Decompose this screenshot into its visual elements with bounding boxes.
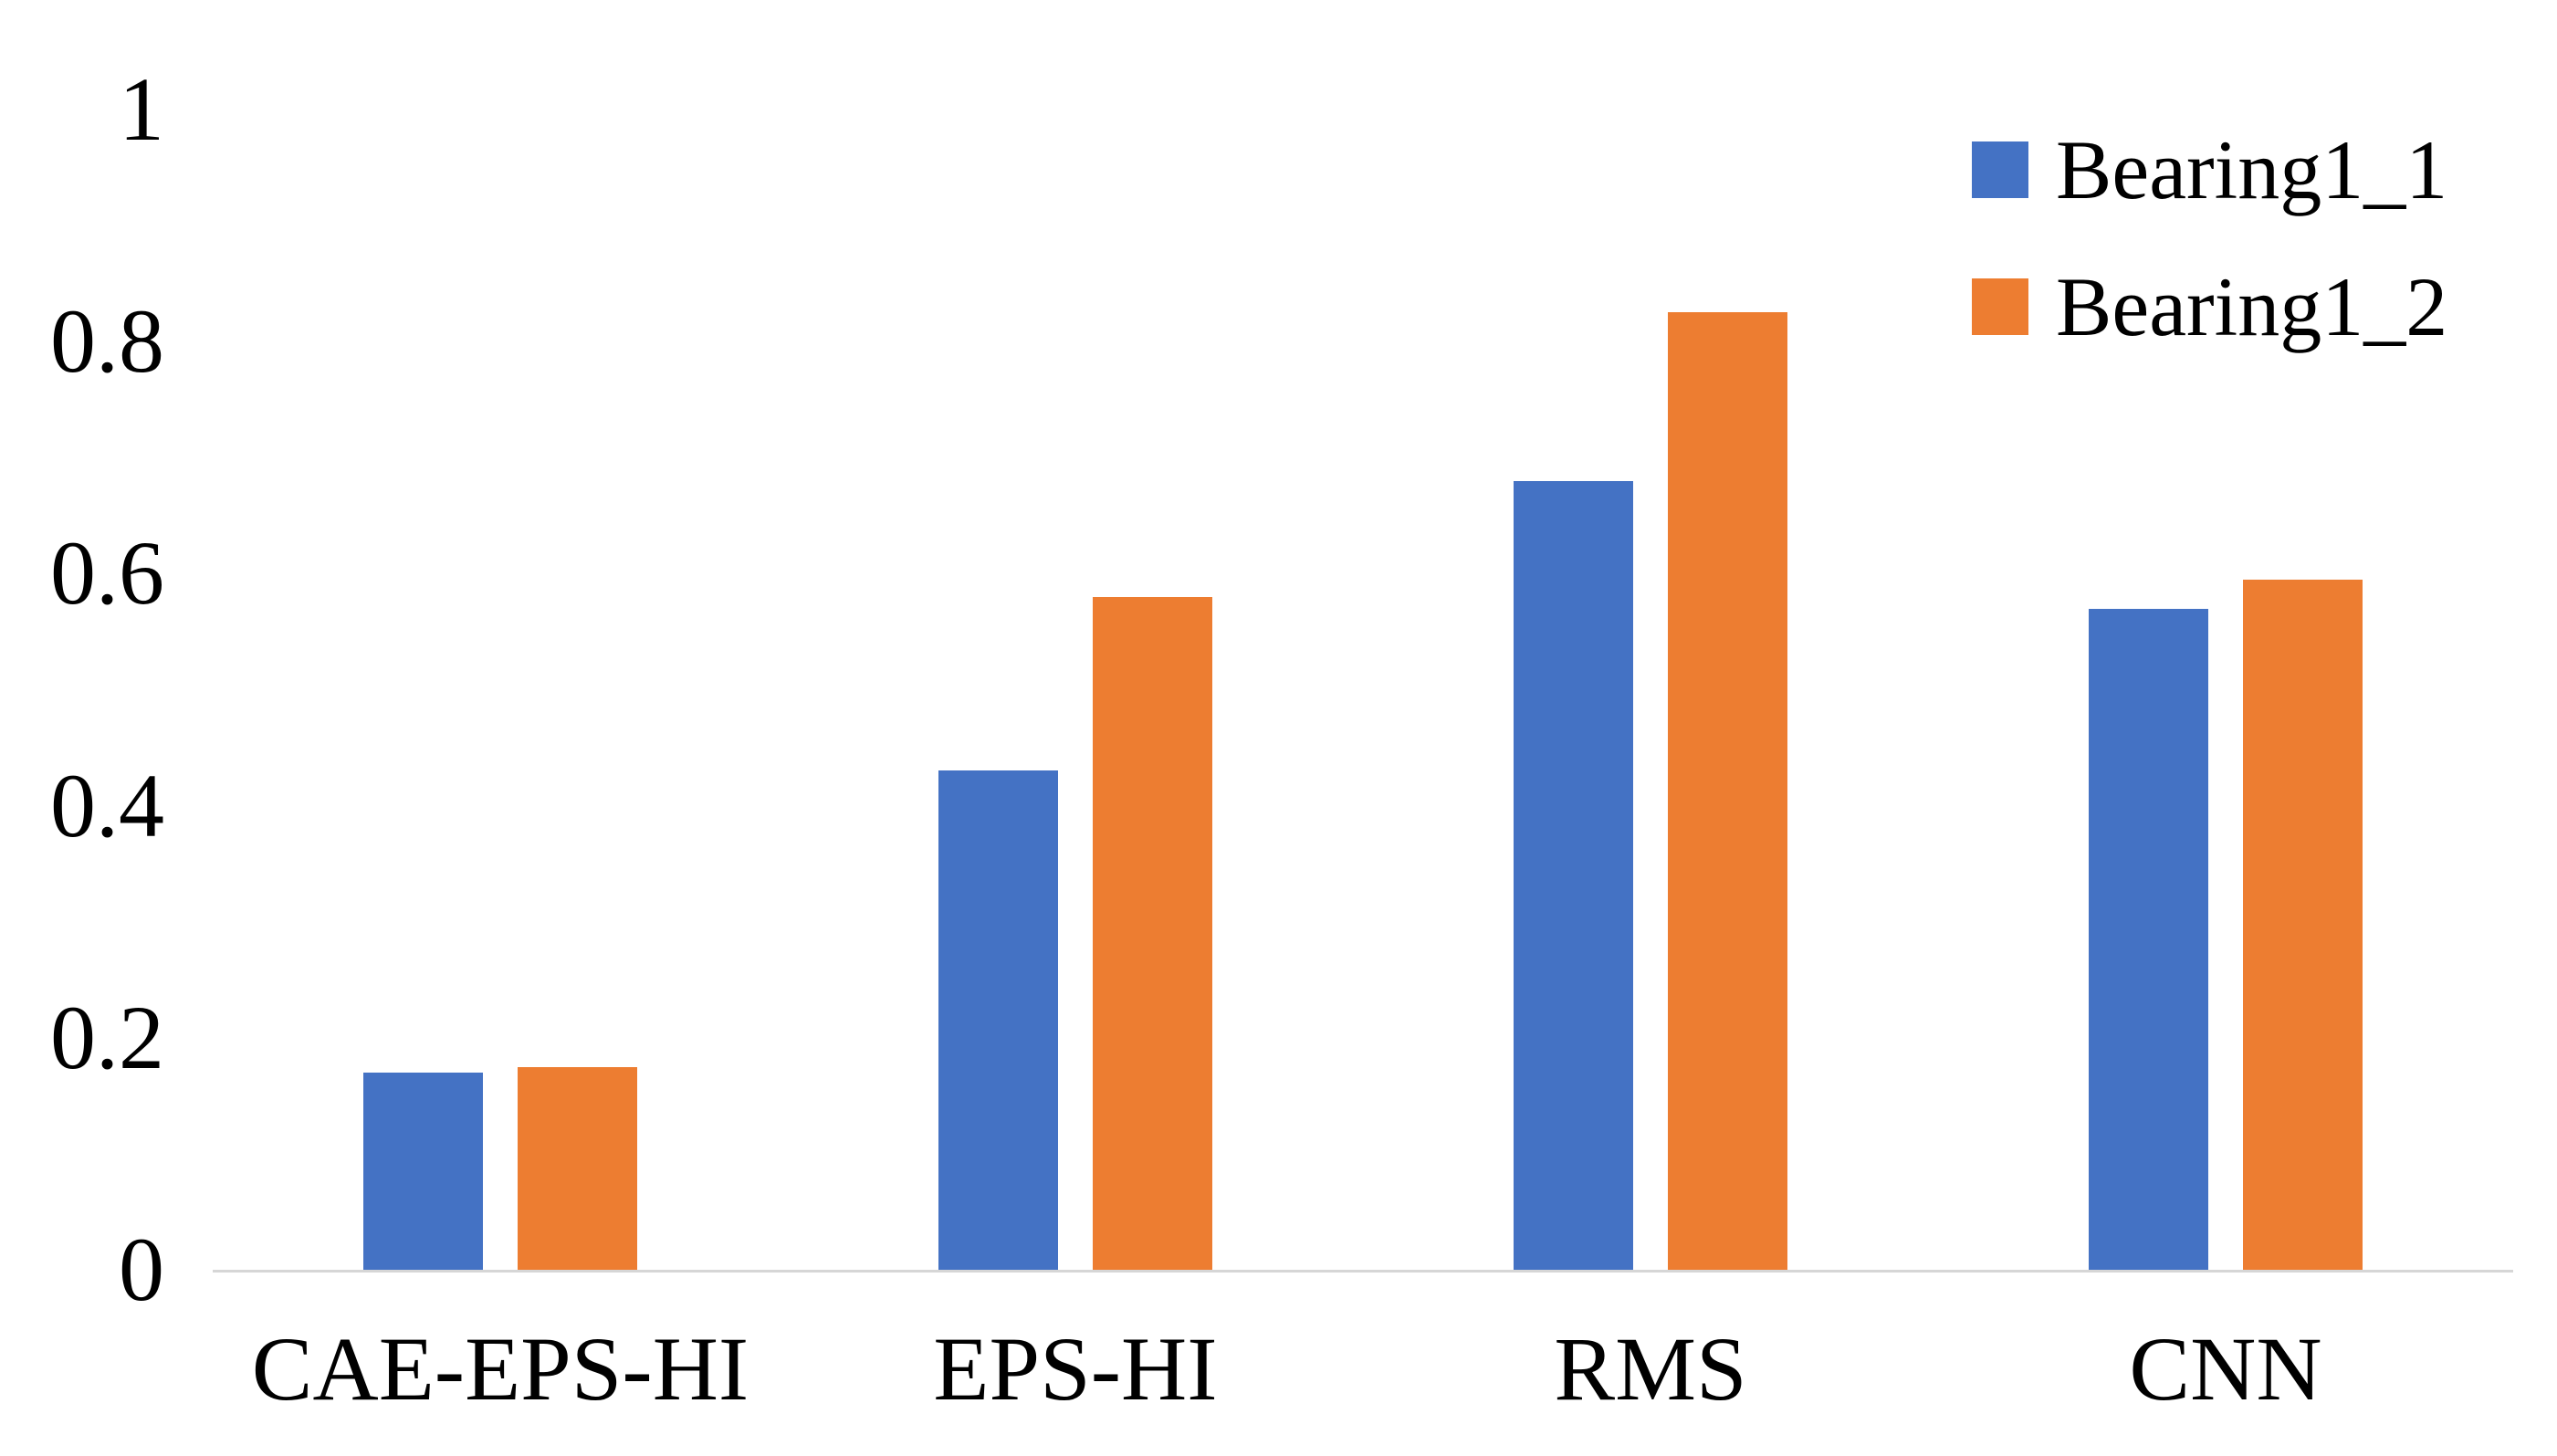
y-tick-label: 0.6 <box>50 522 164 624</box>
y-tick-label: 0.4 <box>50 754 164 856</box>
x-axis-line <box>213 1270 2513 1273</box>
bar-bearing1_1-cae-eps-hi <box>363 1073 483 1270</box>
bar-bearing1_2-cnn <box>2243 580 2363 1270</box>
legend-item: Bearing1_1 <box>1972 120 2447 220</box>
bar-bearing1_1-eps-hi <box>938 770 1058 1270</box>
x-category-label: RMS <box>1554 1318 1747 1419</box>
legend-item: Bearing1_2 <box>1972 257 2447 357</box>
legend-swatch-bearing1_2 <box>1972 278 2028 335</box>
y-tick-label: 0.8 <box>50 290 164 393</box>
bar-bearing1_2-rms <box>1668 312 1787 1270</box>
bar-bearing1_1-cnn <box>2089 609 2208 1270</box>
bar-bearing1_1-rms <box>1514 481 1633 1270</box>
x-category-label: CNN <box>2129 1318 2322 1419</box>
x-category-label: EPS-HI <box>933 1318 1218 1419</box>
bar-bearing1_2-eps-hi <box>1093 597 1212 1270</box>
legend-swatch-bearing1_1 <box>1972 141 2028 198</box>
bar-bearing1_2-cae-eps-hi <box>518 1067 637 1270</box>
legend-label: Bearing1_1 <box>2056 123 2448 216</box>
x-category-label: CAE-EPS-HI <box>251 1318 749 1419</box>
legend-label: Bearing1_2 <box>2056 260 2448 353</box>
y-tick-label: 1 <box>119 58 164 160</box>
y-tick-label: 0 <box>119 1219 164 1320</box>
y-tick-label: 0.2 <box>50 986 164 1088</box>
